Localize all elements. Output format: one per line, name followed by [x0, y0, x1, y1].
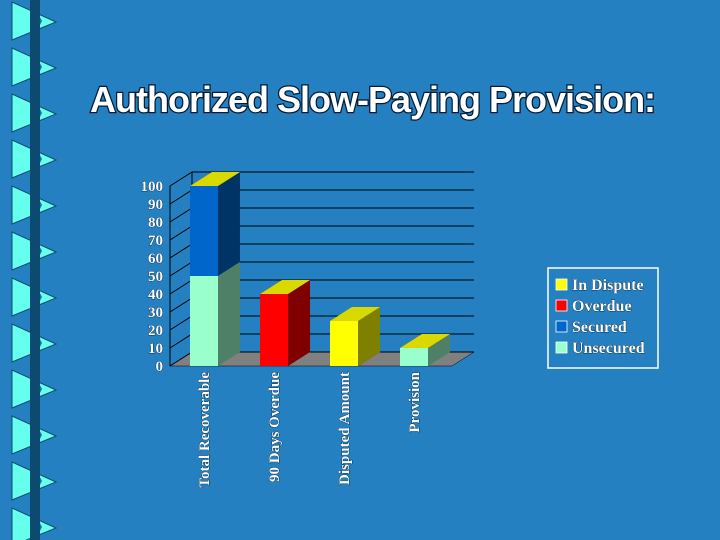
bar [190, 262, 240, 366]
y-tick-label: 50 [148, 269, 163, 285]
bar-top [330, 307, 380, 321]
bar-side [218, 172, 240, 276]
bar-front [190, 186, 218, 276]
bar-top [400, 334, 450, 348]
y-tick-label: 10 [148, 341, 163, 357]
y-tick-label: 100 [141, 179, 164, 195]
y-tick-label: 70 [148, 233, 163, 249]
bar-front [400, 348, 428, 366]
y-tick-label: 80 [148, 215, 163, 231]
legend-label: In Dispute [572, 277, 644, 294]
legend-swatch [555, 278, 568, 291]
bar [190, 172, 240, 186]
x-tick-label: 90 Days Overdue [267, 372, 283, 482]
legend-swatch [555, 341, 568, 354]
legend-box [547, 267, 659, 369]
grid-line [169, 171, 474, 187]
legend-swatch [555, 320, 568, 333]
chart-title: Authorized Slow-Paying Provision: [90, 79, 655, 120]
bar-front [260, 294, 288, 366]
bar-top [260, 280, 310, 294]
bar-front [190, 276, 218, 366]
x-tick-label: Disputed Amount [337, 372, 353, 485]
bar [330, 307, 380, 366]
y-tick-label: 20 [148, 323, 163, 339]
legend-label: Secured [572, 319, 627, 336]
bar [400, 334, 450, 348]
x-tick-label: Total Recoverable [197, 372, 213, 488]
bar-side [288, 280, 310, 366]
bar-side [218, 262, 240, 366]
bar-side [358, 307, 380, 366]
y-tick-label: 90 [148, 197, 163, 213]
y-tick-label: 0 [156, 359, 164, 375]
legend-label: Unsecured [572, 340, 645, 357]
decoration-stripe [30, 0, 40, 540]
x-tick-label: Provision [407, 371, 423, 432]
legend-swatch [555, 299, 568, 312]
bar-top [190, 172, 240, 186]
y-tick-label: 40 [148, 287, 163, 303]
y-tick-label: 30 [148, 305, 163, 321]
legend-label: Overdue [572, 298, 632, 315]
bar [260, 280, 310, 294]
bar-front [330, 321, 358, 366]
y-tick-label: 60 [148, 251, 163, 267]
plot: 0 10 20 30 40 50 60 70 80 90 100 Total Recoverable 9… [140, 171, 659, 488]
bar-side [428, 334, 450, 366]
bar [190, 172, 240, 276]
